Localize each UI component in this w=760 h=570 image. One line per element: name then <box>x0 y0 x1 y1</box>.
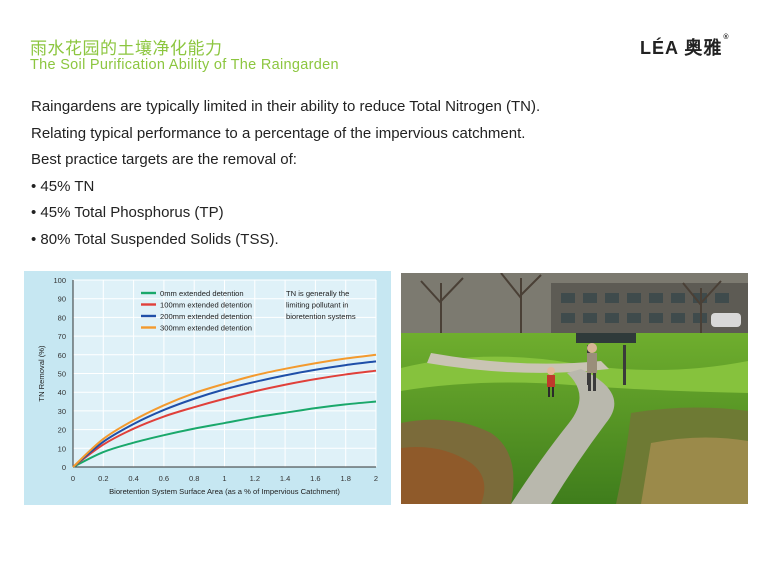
logo-text: LÉA 奥雅 <box>640 38 723 58</box>
bullet-item: • 45% Total Phosphorus (TP) <box>31 204 224 221</box>
series-line <box>72 353 377 468</box>
page-title-chinese: 雨水花园的土壤净化能力 <box>30 39 223 58</box>
x-tick-label: 0.6 <box>159 474 169 483</box>
body-line: Raingardens are typically limited in the… <box>31 98 541 115</box>
y-tick-label: 10 <box>58 444 66 453</box>
legend-label: 200mm extended detention <box>160 312 252 321</box>
y-tick-label: 20 <box>58 426 66 435</box>
y-tick-label: 30 <box>58 407 66 416</box>
y-tick-label: 40 <box>58 388 66 397</box>
y-tick-label: 60 <box>58 351 66 360</box>
x-tick-label: 1.8 <box>340 474 350 483</box>
y-tick-label: 100 <box>53 276 66 285</box>
x-tick-label: 1 <box>222 474 226 483</box>
x-tick-label: 0.8 <box>189 474 199 483</box>
y-axis-title: TN Removal (%) <box>37 345 46 402</box>
y-tick-label: 50 <box>58 370 66 379</box>
bullet-item: • 45% TN <box>31 177 95 195</box>
legend-label: 0mm extended detention <box>160 289 244 298</box>
x-tick-label: 0 <box>71 474 75 483</box>
y-tick-label: 0 <box>62 463 66 472</box>
registered-mark: ® <box>723 34 730 41</box>
x-tick-label: 1.2 <box>250 474 260 483</box>
body-text: Raingardens are typically limited in the… <box>31 94 721 253</box>
y-tick-label: 80 <box>58 313 66 322</box>
legend-label: 100mm extended detention <box>160 301 252 310</box>
x-tick-label: 1.4 <box>280 474 290 483</box>
legend-label: 300mm extended detention <box>160 324 252 333</box>
x-tick-label: 2 <box>374 474 378 483</box>
series-line <box>72 400 377 468</box>
park-photo-illustration <box>401 273 748 504</box>
x-axis-title: Bioretention System Surface Area (as a %… <box>109 487 340 496</box>
x-tick-label: 0.4 <box>128 474 138 483</box>
x-tick-label: 1.6 <box>310 474 320 483</box>
tn-removal-chart: 0 10 20 30 40 50 60 70 80 90 100 0 0.2 0.4 0.6 0.8 1 1.2 1… <box>24 271 391 505</box>
annotation-text: bioretention systems <box>286 312 356 321</box>
body-line: Best practice targets are the removal of… <box>31 151 297 168</box>
raingarden-photo <box>401 273 748 504</box>
page-title-english: The Soil Purification Ability of The Rai… <box>30 57 339 73</box>
annotation-text: limiting pollutant in <box>286 301 348 310</box>
x-tick-label: 0.2 <box>98 474 108 483</box>
series-line <box>72 369 377 468</box>
body-line: Relating typical performance to a percen… <box>31 124 526 142</box>
bullet-item: • 80% Total Suspended Solids (TSS). <box>31 230 279 248</box>
y-tick-label: 70 <box>58 332 66 341</box>
y-tick-label: 90 <box>58 295 66 304</box>
annotation-text: TN is generally the <box>286 289 349 298</box>
series-line <box>72 360 377 468</box>
chart-svg: 0 10 20 30 40 50 60 70 80 90 100 0 0.2 0.4 0.6 0.8 1 1.2 1… <box>37 276 378 496</box>
brand-logo: LÉA 奥雅® <box>640 34 730 60</box>
